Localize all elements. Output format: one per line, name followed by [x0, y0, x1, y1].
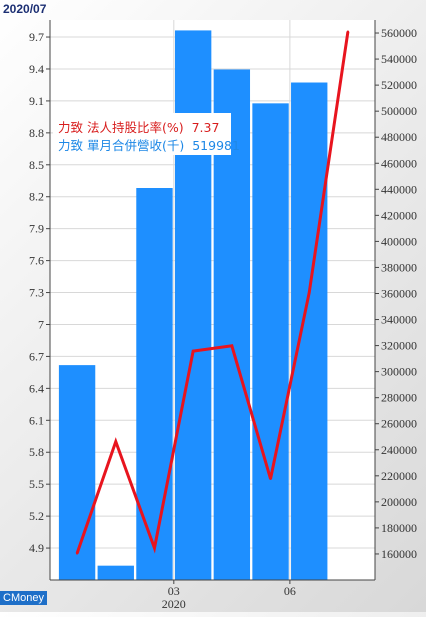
- left-axis: 4.9 5.2 5.5 5.8 6.1 6.4 6.7 7 7.3 7.6 7.9 8.2 8.5 8.8…: [29, 20, 51, 580]
- ownership-point: [346, 30, 350, 33]
- left-tick-label: 7.9: [29, 222, 44, 236]
- right-axis: 160000 180000 200000 220000 240000 260000 2800…: [374, 20, 417, 580]
- left-tick-label: 8.5: [29, 158, 44, 172]
- ownership-point: [75, 552, 79, 555]
- x-year-label: 2020: [162, 597, 186, 611]
- right-tick-label: 540000: [381, 52, 417, 66]
- left-tick-label: 5.5: [29, 477, 44, 491]
- left-tick-label: 6.7: [29, 349, 44, 363]
- brand-logo: CMoney: [0, 591, 47, 605]
- left-tick-label: 9.4: [29, 62, 44, 76]
- left-tick-label: 9.1: [29, 94, 44, 108]
- right-tick-label: 340000: [381, 313, 417, 327]
- legend-line-value: 7.37: [191, 120, 220, 135]
- ownership-point: [269, 477, 272, 481]
- right-tick-label: 400000: [381, 234, 417, 248]
- right-tick-label: 300000: [381, 365, 417, 379]
- x-tick-label: 03: [168, 584, 180, 598]
- revenue-bar: [58, 365, 96, 580]
- legend: 力致 法人持股比率(%) 7.37 力致 單月合併營收(千) 519981: [53, 113, 240, 155]
- ownership-line: [75, 30, 350, 555]
- left-tick-label: 6.1: [29, 413, 44, 427]
- left-tick-label: 8.2: [29, 190, 44, 204]
- ownership-line-path: [75, 31, 350, 554]
- right-tick-label: 220000: [381, 469, 417, 483]
- ownership-point: [114, 440, 117, 443]
- left-tick-label: 9.7: [29, 30, 44, 44]
- revenue-bar: [252, 103, 289, 580]
- right-tick-label: 360000: [381, 286, 417, 300]
- left-tick-label: 7: [38, 317, 44, 331]
- left-tick-label: 7.6: [29, 254, 44, 268]
- right-tick-label: 380000: [381, 260, 417, 274]
- legend-bar-entry: 力致 單月合併營收(千) 519981: [58, 135, 240, 154]
- left-tick-label: 6.4: [29, 381, 44, 395]
- revenue-bar: [291, 82, 328, 580]
- legend-bar-label: 力致 單月合併營收(千): [58, 138, 185, 153]
- legend-line-entry: 力致 法人持股比率(%) 7.37: [58, 117, 219, 136]
- right-tick-label: 500000: [381, 104, 417, 118]
- right-tick-label: 480000: [381, 130, 417, 144]
- right-tick-label: 520000: [381, 78, 417, 92]
- legend-bar-value: 519981: [192, 138, 240, 153]
- right-tick-label: 280000: [381, 391, 417, 405]
- right-tick-label: 260000: [381, 417, 417, 431]
- ownership-point: [153, 546, 156, 550]
- revenue-bar: [136, 188, 173, 580]
- left-tick-label: 8.8: [29, 126, 44, 140]
- x-axis: 03 06 2020: [50, 579, 375, 611]
- right-tick-label: 160000: [381, 547, 417, 561]
- x-tick-label: 06: [284, 584, 296, 598]
- left-tick-label: 7.3: [29, 286, 44, 300]
- right-tick-label: 420000: [381, 208, 417, 222]
- left-tick-label: 5.8: [29, 445, 44, 459]
- right-tick-label: 240000: [381, 443, 417, 457]
- right-tick-label: 440000: [381, 182, 417, 196]
- right-tick-label: 320000: [381, 339, 417, 353]
- right-tick-label: 200000: [381, 495, 417, 509]
- ownership-point: [308, 291, 311, 294]
- revenue-bar: [97, 565, 134, 580]
- left-tick-label: 4.9: [29, 541, 44, 555]
- right-tick-label: 180000: [381, 521, 417, 535]
- ownership-point: [230, 344, 234, 347]
- right-tick-label: 460000: [381, 156, 417, 170]
- right-tick-label: 560000: [381, 26, 417, 40]
- revenue-bars: [58, 30, 328, 581]
- ownership-point: [191, 349, 195, 353]
- left-tick-label: 5.2: [29, 509, 44, 523]
- date-label: 2020/07: [3, 2, 47, 16]
- legend-line-label: 力致 法人持股比率(%): [58, 120, 184, 135]
